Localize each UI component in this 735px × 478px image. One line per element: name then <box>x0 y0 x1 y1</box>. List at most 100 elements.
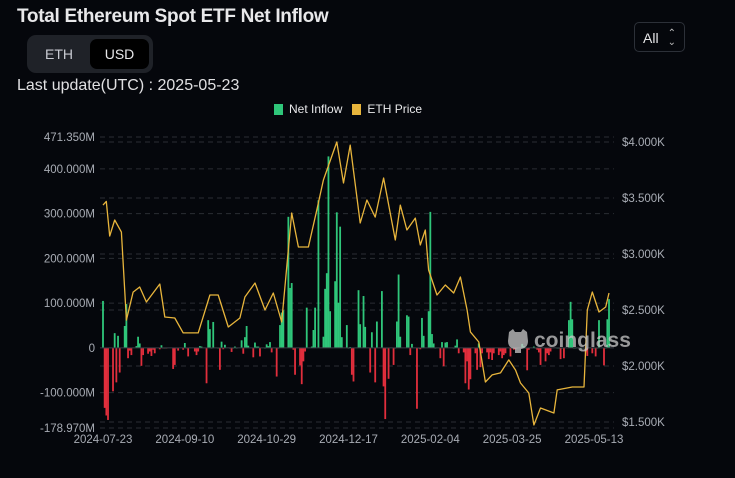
net-inflow-bar <box>501 347 504 359</box>
net-inflow-bar <box>335 212 338 348</box>
net-inflow-bar <box>140 347 143 366</box>
net-inflow-bar <box>549 347 552 352</box>
x-tick-label: 2024-10-29 <box>237 434 296 446</box>
range-select-value: All <box>643 30 659 46</box>
net-inflow-bar <box>245 325 248 348</box>
net-inflow-bar <box>527 347 530 350</box>
net-inflow-bar <box>312 330 315 348</box>
net-inflow-bar <box>138 343 141 348</box>
x-tick-label: 2024-09-10 <box>155 434 214 446</box>
net-inflow-bar <box>252 347 255 358</box>
net-inflow-bar <box>539 347 542 365</box>
net-inflow-bar <box>325 273 328 348</box>
net-inflow-bar <box>267 346 270 348</box>
net-inflow-bar <box>279 325 281 348</box>
net-inflow-bar <box>504 347 507 354</box>
net-inflow-bar <box>160 345 163 348</box>
net-inflow-bar <box>212 321 215 348</box>
net-inflow-bar <box>198 346 201 348</box>
unit-toggle: ETH USD <box>27 35 153 73</box>
net-inflow-bar <box>324 288 327 348</box>
legend-swatch <box>352 103 362 115</box>
net-inflow-bar <box>509 347 512 357</box>
net-inflow-bar <box>544 347 547 362</box>
net-inflow-bar <box>290 283 293 348</box>
net-inflow-bar <box>462 347 465 353</box>
net-inflow-bar <box>230 347 233 352</box>
net-inflow-bar <box>429 211 432 348</box>
net-inflow-bar <box>113 333 116 348</box>
net-inflow-bar <box>292 347 295 350</box>
net-inflow-bar <box>536 347 539 350</box>
net-inflow-bar <box>384 347 387 420</box>
net-inflow-bar <box>357 290 360 348</box>
net-inflow-bar <box>497 347 500 356</box>
net-inflow-bar <box>532 346 535 348</box>
net-inflow-bar <box>222 347 225 350</box>
net-inflow-bar <box>382 347 385 387</box>
net-inflow-bar <box>586 347 589 356</box>
y-left-tick-label: 471.350M <box>44 132 95 144</box>
legend-label: Net Inflow <box>289 102 343 116</box>
net-inflow-bar <box>197 347 200 352</box>
range-select[interactable]: All ⌃ ⌄ <box>634 22 685 52</box>
net-inflow-bar <box>172 347 175 369</box>
net-inflow-bar <box>380 291 383 348</box>
x-tick-label: 2025-03-25 <box>483 434 542 446</box>
y-right-tick-label: $3.500K <box>622 193 665 205</box>
net-inflow-bar <box>117 335 119 348</box>
net-inflow-bar <box>118 347 121 373</box>
net-inflow-bar <box>364 326 367 348</box>
net-inflow-bar <box>350 347 353 375</box>
net-inflow-bar <box>135 346 138 348</box>
net-inflow-bar <box>606 319 609 348</box>
net-inflow-bar <box>374 347 377 383</box>
net-inflow-bar <box>112 347 114 392</box>
last-update: Last update(UTC) : 2025-05-23 <box>17 77 240 94</box>
net-inflow-bar <box>359 324 362 348</box>
net-inflow-bar <box>173 347 176 365</box>
net-inflow-bar <box>406 315 408 348</box>
net-inflow-bar <box>305 307 308 348</box>
toggle-eth[interactable]: ETH <box>45 46 73 62</box>
net-inflow-bar <box>220 341 223 348</box>
eth-price-line <box>102 141 610 426</box>
y-right-tick-label: $2.500K <box>622 305 665 317</box>
net-inflow-bar <box>147 347 149 354</box>
net-inflow-bar <box>234 346 236 348</box>
net-inflow-bar <box>242 347 245 354</box>
legend-item-net-inflow[interactable]: Net Inflow <box>274 102 342 116</box>
y-right-tick-label: $2.000K <box>622 361 665 373</box>
net-inflow-bar <box>526 347 529 371</box>
net-inflow-bar <box>594 347 597 357</box>
net-inflow-bar <box>207 320 210 348</box>
net-inflow-bar <box>115 347 118 383</box>
net-inflow-bar <box>102 300 104 348</box>
net-inflow-bar <box>183 342 186 348</box>
x-tick-label: 2024-07-23 <box>74 434 133 446</box>
net-inflow-bar <box>125 304 128 348</box>
net-inflow-bar <box>334 281 337 348</box>
net-inflow-bar <box>464 347 467 384</box>
net-inflow-bar <box>158 347 161 350</box>
net-inflow-bar <box>244 337 246 348</box>
net-inflow-bar <box>304 347 306 352</box>
legend-item-eth-price[interactable]: ETH Price <box>352 102 422 116</box>
net-inflow-bar <box>492 347 495 354</box>
net-inflow-bar <box>152 347 154 350</box>
toggle-usd[interactable]: USD <box>90 39 149 69</box>
net-inflow-bar <box>598 320 600 348</box>
net-inflow-bar <box>479 347 482 368</box>
net-inflow-bar <box>547 347 550 356</box>
net-inflow-bar <box>569 301 572 348</box>
net-inflow-bar <box>327 156 330 348</box>
net-inflow-bar <box>352 347 355 382</box>
net-inflow-bar <box>254 342 256 348</box>
y-left-tick-label: 0 <box>89 343 95 355</box>
net-inflow-bar <box>370 332 373 348</box>
net-inflow-bar <box>270 347 273 353</box>
net-inflow-bar <box>193 347 196 352</box>
net-inflow-bar <box>387 347 390 379</box>
net-inflow-bar <box>345 325 348 348</box>
